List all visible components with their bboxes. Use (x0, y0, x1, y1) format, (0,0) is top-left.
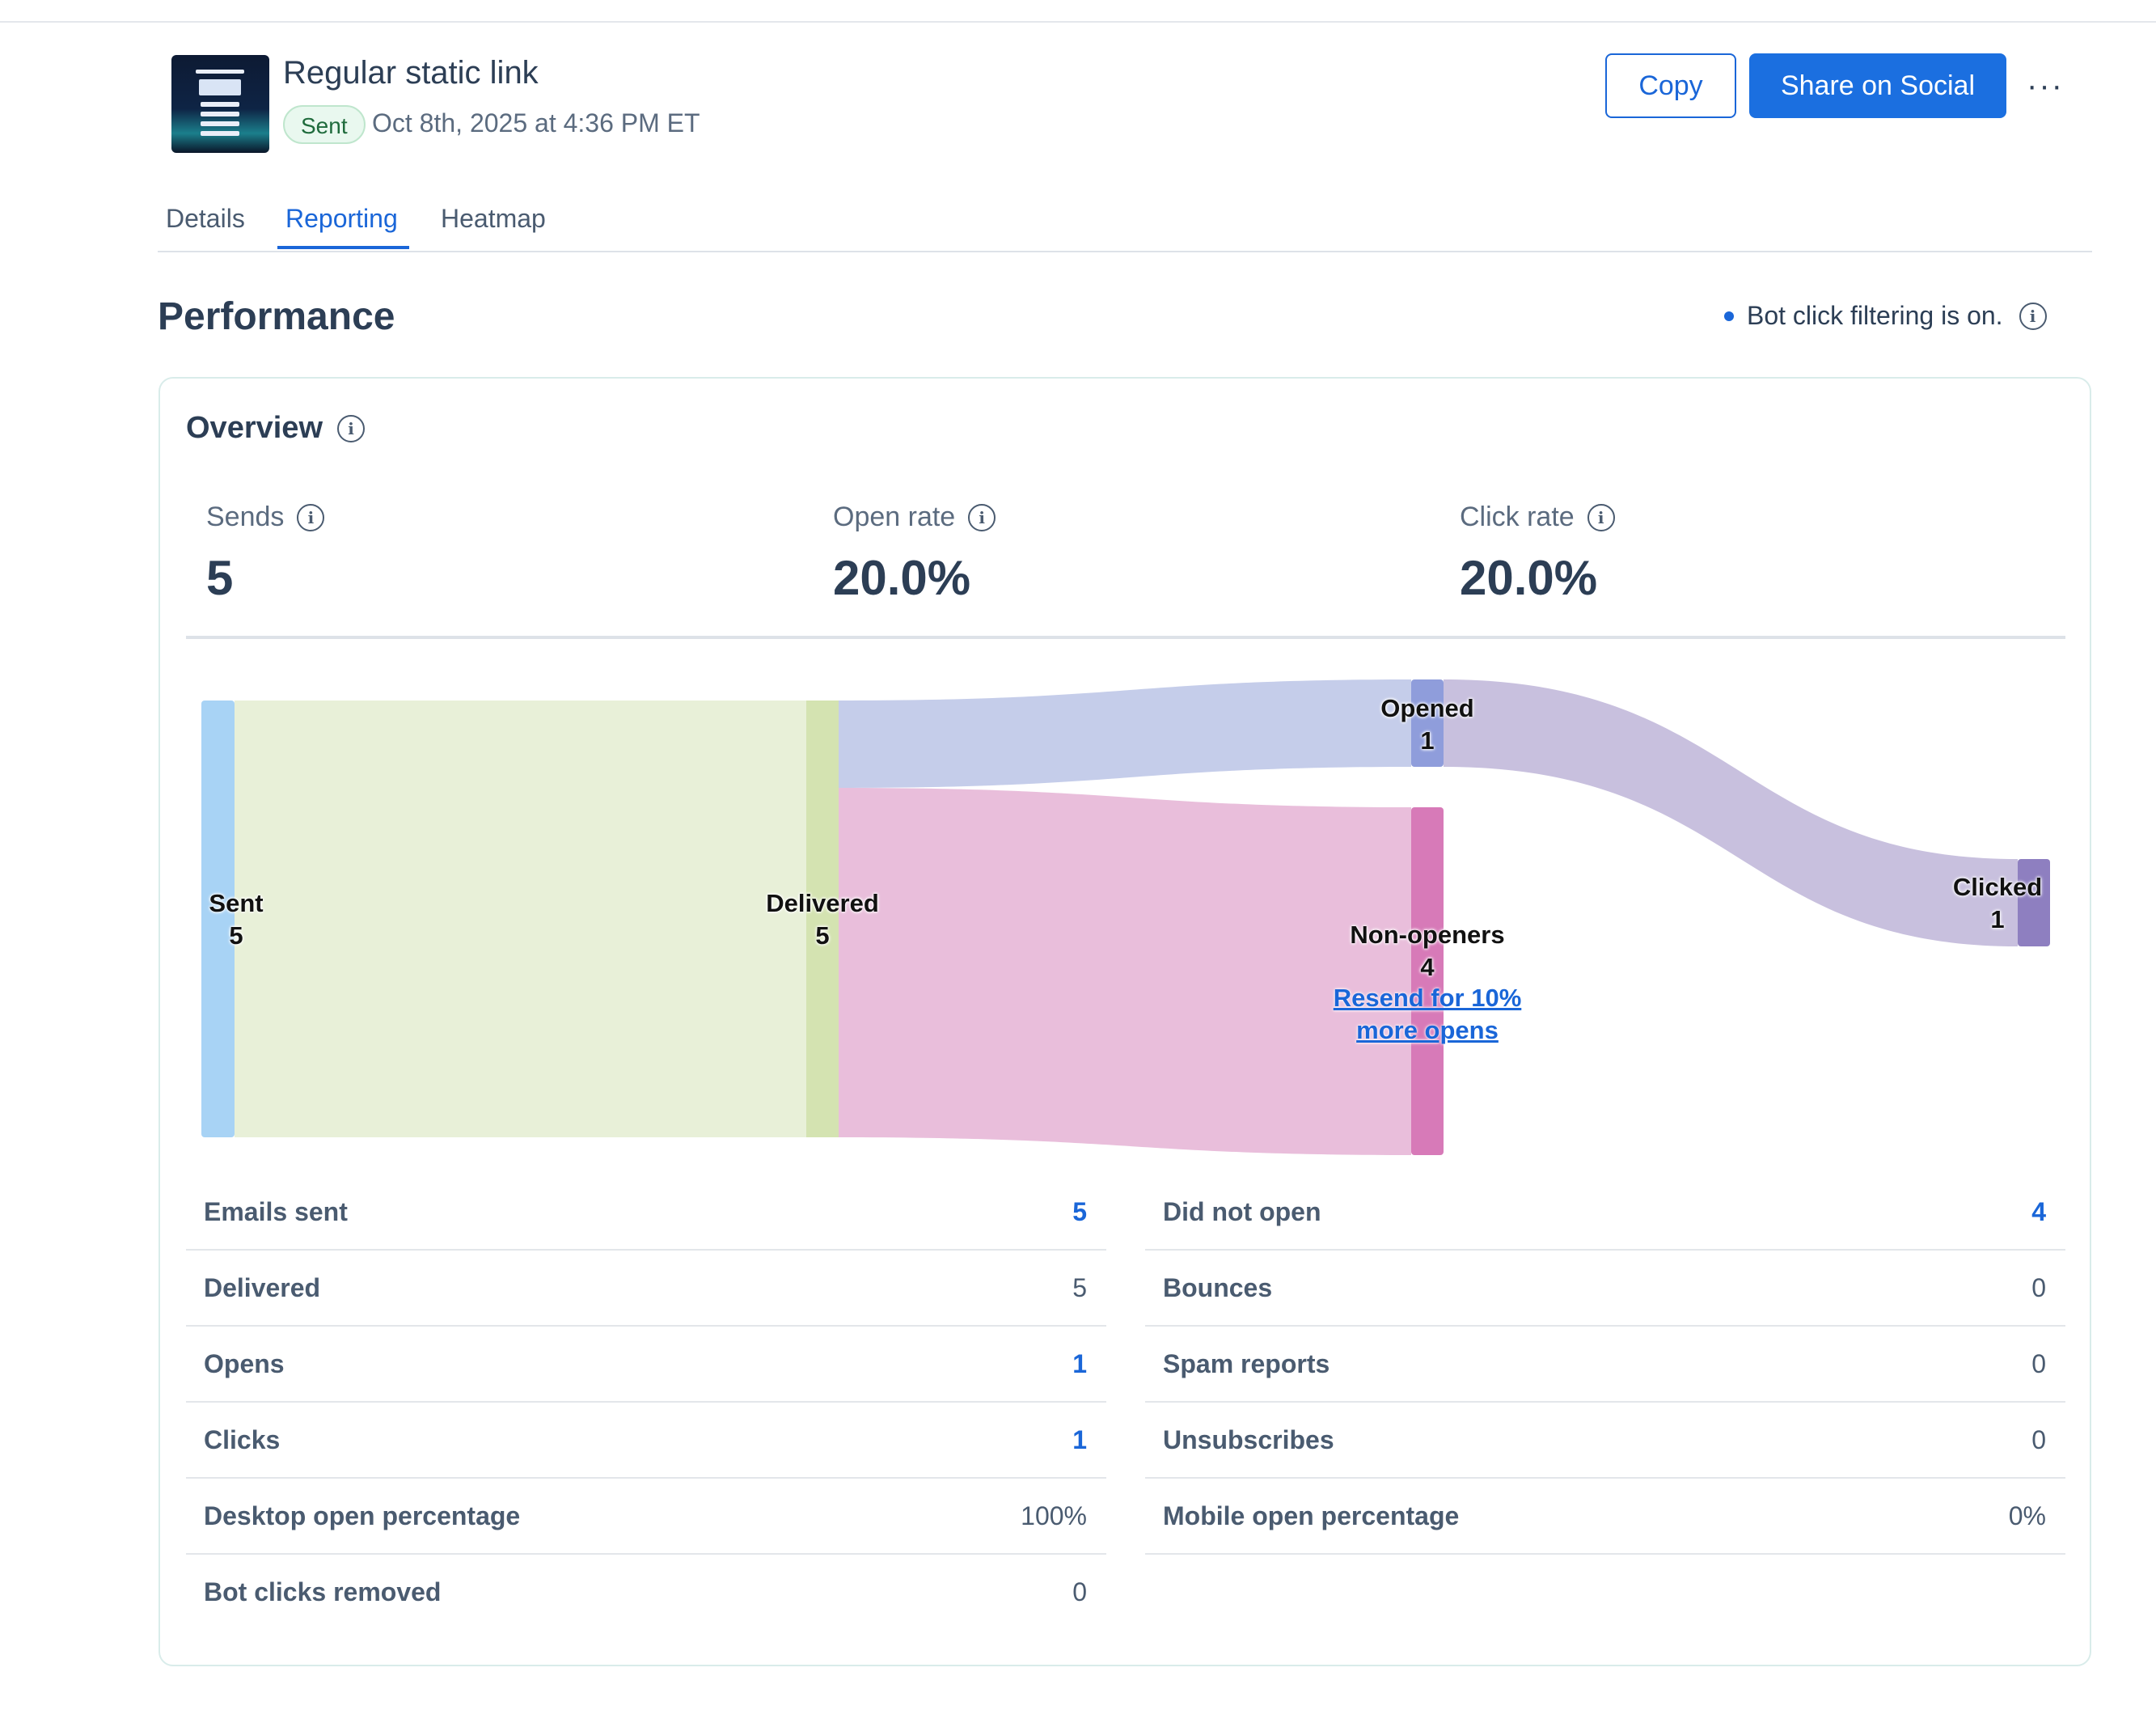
node-name: Clicked (1952, 873, 2043, 901)
info-icon[interactable]: i (968, 503, 996, 531)
bot-filter-text: Bot click filtering is on. (1747, 301, 2003, 330)
node-nonopeners (1411, 807, 1444, 1155)
metric-value-link[interactable]: 5 (1072, 1197, 1087, 1226)
node-label-sent: Sent 5 (188, 887, 285, 952)
metrics-table-left: Emails sent 5 Delivered 5 Opens 1 Clicks… (186, 1175, 1106, 1631)
node-value: 1 (1990, 905, 2005, 933)
overview-title-text: Overview (186, 411, 323, 445)
performance-heading: Performance (158, 295, 395, 338)
top-divider (0, 21, 2156, 23)
status-dot-icon (1724, 311, 1734, 321)
metric-value: 100% (1021, 1501, 1087, 1530)
bot-filter-note: Bot click filtering is on. i (1724, 301, 2047, 331)
metric-label: Unsubscribes (1163, 1425, 1334, 1454)
node-value: 5 (229, 921, 243, 950)
node-opened (1411, 679, 1444, 767)
node-name: Delivered (766, 889, 879, 917)
metric-label: Emails sent (204, 1197, 348, 1226)
metric-value-link[interactable]: 1 (1072, 1349, 1087, 1378)
metric-row: Unsubscribes 0 (1145, 1403, 2065, 1479)
flow-opened-to-clicked (1444, 679, 2018, 946)
stat-label-text: Click rate (1460, 502, 1575, 532)
copy-button[interactable]: Copy (1605, 53, 1736, 118)
campaign-title: Regular static link (283, 55, 539, 91)
node-clicked (2018, 859, 2050, 946)
node-value: 4 (1420, 953, 1435, 981)
metric-value: 0 (2031, 1273, 2046, 1302)
stat-sends-value: 5 (206, 551, 234, 605)
node-name: Non-openers (1350, 921, 1505, 949)
node-label-clicked: Clicked 1 (1945, 871, 2050, 936)
resend-link[interactable]: Resend for 10% more opens (1333, 984, 1522, 1044)
stat-open-rate-value: 20.0% (833, 551, 971, 605)
metrics-table-right: Did not open 4 Bounces 0 Spam reports 0 … (1145, 1175, 2065, 1555)
node-value: 5 (815, 921, 830, 950)
tab-reporting[interactable]: Reporting (285, 204, 398, 233)
node-name: Sent (209, 889, 264, 917)
metric-row: Emails sent 5 (186, 1175, 1106, 1251)
overview-title: Overview i (186, 411, 365, 446)
stat-sends-label: Sends i (206, 502, 325, 533)
metric-row: Clicks 1 (186, 1403, 1106, 1479)
metric-row: Mobile open percentage 0% (1145, 1479, 2065, 1555)
metric-value-link[interactable]: 1 (1072, 1425, 1087, 1454)
node-label-nonopeners: Non-openers 4 (1330, 919, 1524, 984)
stat-click-rate-label: Click rate i (1460, 502, 1615, 533)
flow-delivered-to-opened (839, 679, 1411, 788)
metric-row: Desktop open percentage 100% (186, 1479, 1106, 1555)
metric-value-link[interactable]: 4 (2031, 1197, 2046, 1226)
info-icon[interactable]: i (337, 414, 365, 442)
metric-value: 0 (2031, 1425, 2046, 1454)
metric-label: Bot clicks removed (204, 1577, 442, 1606)
metric-row: Bot clicks removed 0 (186, 1555, 1106, 1631)
metric-row: Delivered 5 (186, 1251, 1106, 1327)
sent-date: Oct 8th, 2025 at 4:36 PM ET (372, 108, 700, 138)
stat-open-rate-label: Open rate i (833, 502, 996, 533)
status-badge: Sent (283, 105, 366, 144)
node-delivered (806, 701, 839, 1137)
metric-label: Did not open (1163, 1197, 1321, 1226)
info-icon[interactable]: i (2019, 302, 2047, 330)
tab-details[interactable]: Details (166, 204, 245, 233)
node-label-delivered: Delivered 5 (742, 887, 903, 952)
share-on-social-button[interactable]: Share on Social (1749, 53, 2006, 118)
metric-row: Did not open 4 (1145, 1175, 2065, 1251)
node-sent (201, 701, 235, 1137)
stats-divider (186, 636, 2065, 639)
metric-label: Desktop open percentage (204, 1501, 521, 1530)
metric-label: Opens (204, 1349, 285, 1378)
node-value: 1 (1420, 726, 1435, 755)
metric-row: Opens 1 (186, 1327, 1106, 1403)
info-icon[interactable]: i (297, 503, 325, 531)
stat-click-rate-value: 20.0% (1460, 551, 1598, 605)
tab-bar: Details Reporting Heatmap (158, 194, 2092, 252)
metric-value: 0 (2031, 1349, 2046, 1378)
node-name: Opened (1380, 694, 1474, 722)
flow-delivered-to-nonopeners (839, 788, 1411, 1155)
metric-label: Delivered (204, 1273, 321, 1302)
info-icon[interactable]: i (1587, 503, 1615, 531)
stat-label-text: Sends (206, 502, 285, 532)
metric-row: Bounces 0 (1145, 1251, 2065, 1327)
metric-value: 0 (1072, 1577, 1087, 1606)
more-options-icon[interactable]: ··· (2027, 67, 2064, 104)
metric-label: Clicks (204, 1425, 281, 1454)
node-label-opened: Opened 1 (1346, 692, 1508, 757)
email-thumbnail[interactable] (171, 55, 269, 153)
metric-label: Spam reports (1163, 1349, 1330, 1378)
tab-heatmap[interactable]: Heatmap (441, 204, 546, 233)
metric-label: Mobile open percentage (1163, 1501, 1460, 1530)
flow-sent-to-delivered (235, 701, 806, 1137)
metric-value: 5 (1072, 1273, 1087, 1302)
metric-value: 0% (2008, 1501, 2046, 1530)
stat-label-text: Open rate (833, 502, 956, 532)
active-tab-indicator (277, 246, 409, 249)
metric-row: Spam reports 0 (1145, 1327, 2065, 1403)
metric-label: Bounces (1163, 1273, 1273, 1302)
